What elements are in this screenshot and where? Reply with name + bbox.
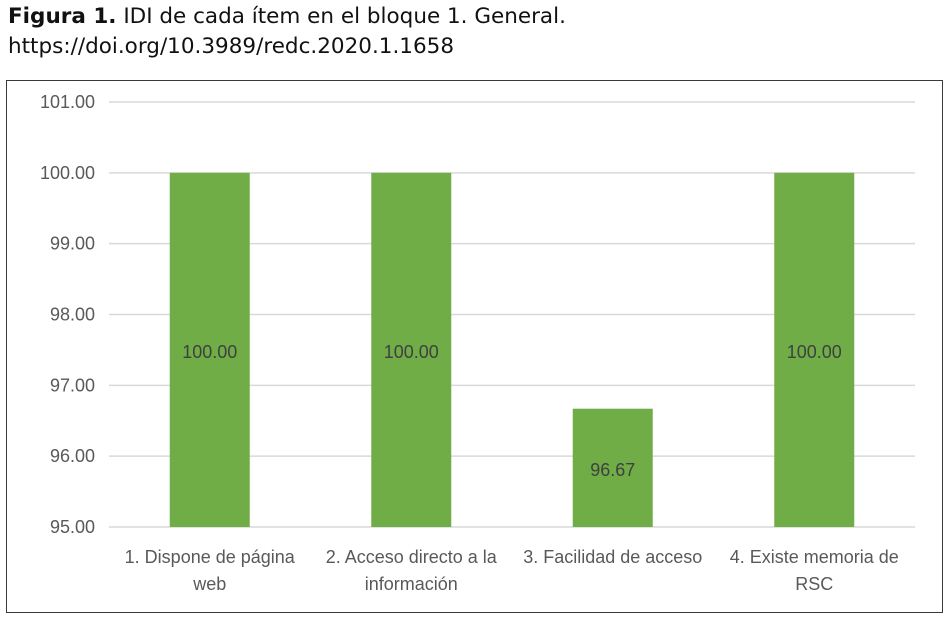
data-label: 100.00 [787,342,842,362]
figure-label: Figura 1. [8,4,117,29]
figure-title: IDI de cada ítem en el bloque 1. General… [123,4,566,29]
figure-doi: https://doi.org/10.3989/redc.2020.1.1658 [8,34,455,59]
x-category-label: 3. Facilidad de acceso [523,547,702,567]
bar [572,408,653,527]
x-category-label: web [192,574,226,594]
data-label: 100.00 [384,342,439,362]
data-label: 100.00 [182,342,237,362]
y-tick-label: 100.00 [40,163,95,183]
y-tick-label: 98.00 [50,305,95,325]
figure-caption: Figura 1. IDI de cada ítem en el bloque … [8,2,938,62]
bar [371,172,452,527]
y-tick-label: 101.00 [40,92,95,112]
y-tick-label: 95.00 [50,517,95,537]
y-tick-label: 96.00 [50,446,95,466]
y-tick-label: 97.00 [50,375,95,395]
chart-frame: 95.00 96.00 97.00 98.00 99.00 100.00 101.00 100… [6,80,943,613]
x-category-label: RSC [795,574,833,594]
x-category-label: información [365,574,458,594]
bar [169,172,250,527]
bar-chart: 95.00 96.00 97.00 98.00 99.00 100.00 101.00 100… [40,92,915,594]
data-label: 96.67 [590,460,635,480]
y-tick-label: 99.00 [50,234,95,254]
x-category-label: 4. Existe memoria de [730,547,899,567]
x-category-label: 1. Dispone de página [125,547,296,567]
x-category-label: 2. Acceso directo a la [326,547,498,567]
bar [774,172,855,527]
